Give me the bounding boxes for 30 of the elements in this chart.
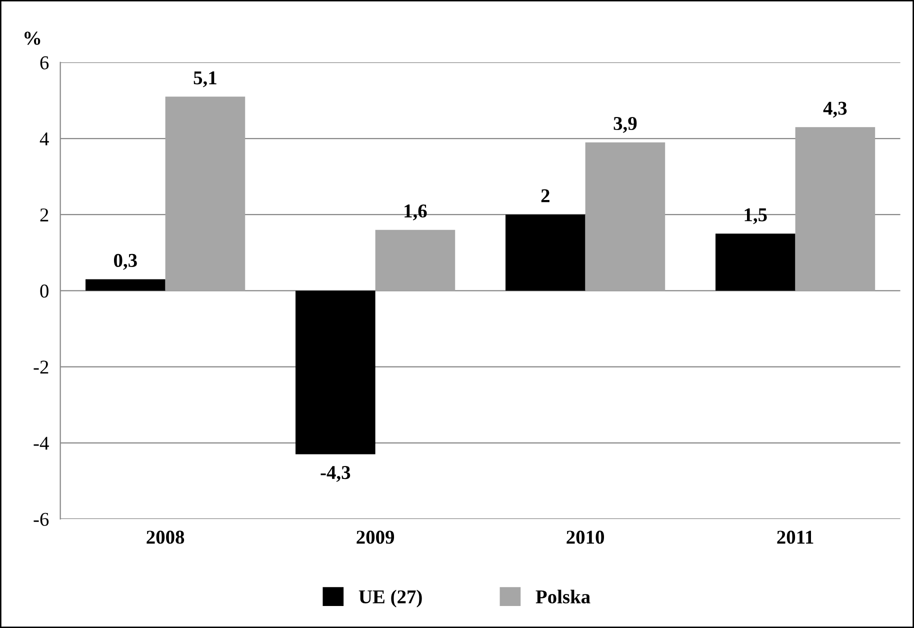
- x-tick-label: 2011: [777, 530, 814, 544]
- bar: [165, 96, 246, 291]
- data-label: 4,3: [823, 102, 847, 118]
- data-label: 5,1: [194, 71, 216, 88]
- data-label: 1,6: [404, 204, 427, 220]
- data-label: 1,5: [744, 208, 767, 224]
- data-label: -4,3: [320, 466, 350, 482]
- x-tick-label: 2008: [146, 530, 184, 544]
- bar: [795, 127, 876, 291]
- y-tick-label: -2: [34, 360, 48, 374]
- data-label: 0,3: [114, 254, 137, 270]
- x-tick-label: 2009: [356, 530, 394, 544]
- bar: [375, 230, 456, 291]
- bar: [296, 290, 376, 454]
- legend-label: Polska: [536, 590, 590, 604]
- bar: [715, 234, 796, 291]
- legend-label: UE (27): [358, 590, 422, 608]
- data-label: 2: [541, 189, 550, 202]
- y-tick-label: 4: [40, 132, 49, 146]
- y-tick-label: 0: [40, 284, 48, 298]
- y-axis-title: %: [24, 32, 40, 45]
- data-label: 3,9: [614, 116, 637, 133]
- y-tick-label: 6: [40, 56, 49, 70]
- y-tick-label: -4: [34, 436, 49, 450]
- bar: [86, 279, 166, 291]
- bar: [585, 142, 666, 291]
- y-tick-label: 2: [40, 208, 48, 222]
- bar: [506, 214, 586, 291]
- y-tick-label: -6: [34, 512, 49, 526]
- x-tick-label: 2010: [566, 530, 604, 544]
